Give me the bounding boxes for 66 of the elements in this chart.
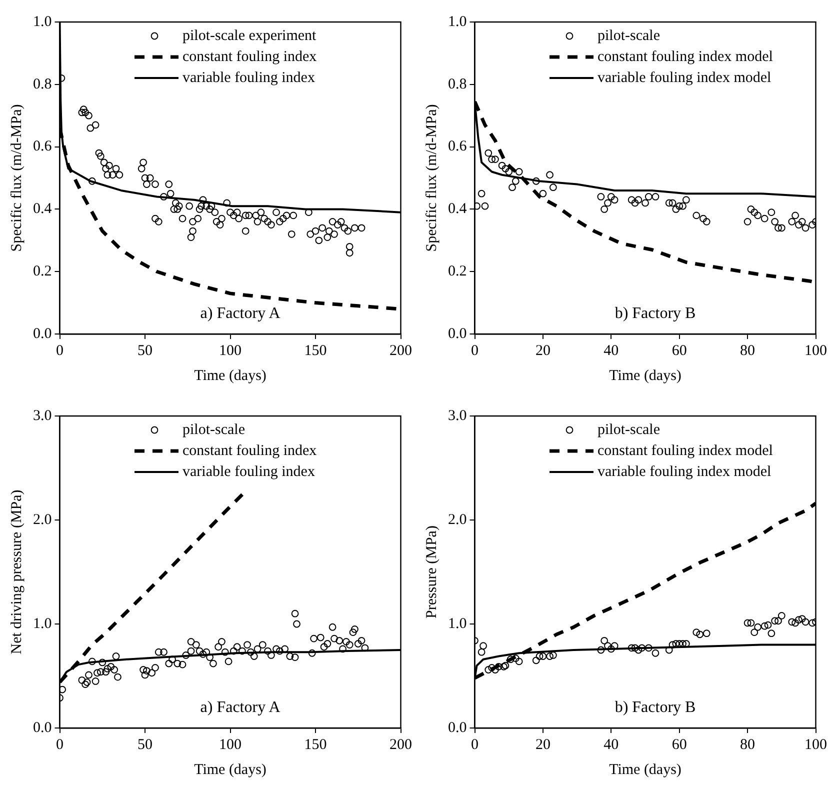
y-axis-title: Pressure (MPa)	[424, 526, 440, 618]
legend-label: variable fouling index model	[598, 70, 772, 86]
legend-label: constant fouling index model	[598, 48, 773, 65]
y-axis-title: Net driving pressure (MPa)	[8, 490, 25, 654]
y-tick-label: 0.2	[33, 264, 52, 280]
x-tick-label: 0	[56, 736, 64, 753]
x-tick-label: 20	[535, 736, 550, 753]
y-axis-title: Specific flux (m/d-MPa)	[424, 104, 440, 252]
x-tick-label: 50	[138, 342, 152, 359]
x-tick-label: 100	[804, 342, 827, 359]
legend-label: pilot-scale	[182, 422, 246, 438]
legend-label: constant fouling index	[182, 442, 318, 459]
y-tick-label: 0.2	[448, 264, 467, 280]
x-tick-label: 50	[138, 736, 152, 753]
x-axis-title: Time (days)	[194, 368, 266, 384]
legend-label: variable fouling index model	[598, 464, 772, 480]
y-tick-label: 0.0	[33, 326, 52, 342]
x-axis-title: Time (days)	[609, 368, 682, 384]
x-tick-label: 200	[390, 736, 412, 753]
y-tick-label: 0.8	[33, 76, 52, 92]
y-tick-label: 3.0	[448, 408, 467, 424]
x-axis-title: Time (days)	[609, 762, 682, 778]
y-tick-label: 0.6	[448, 138, 468, 155]
y-tick-label: 3.0	[33, 408, 52, 424]
annotation: b) Factory B	[614, 305, 696, 322]
y-tick-label: 0.0	[33, 720, 52, 736]
x-tick-label: 20	[535, 342, 550, 359]
y-tick-label: 0.4	[33, 201, 52, 218]
x-tick-label: 0	[56, 342, 64, 359]
legend-label: constant fouling index	[182, 48, 318, 65]
y-tick-label: 2.0	[448, 512, 467, 528]
legend-label: pilot-scale	[598, 28, 660, 44]
x-tick-label: 60	[672, 736, 687, 753]
annotation: a) Factory A	[200, 699, 281, 716]
x-tick-label: 150	[304, 736, 327, 753]
x-tick-label: 40	[604, 342, 619, 359]
y-tick-label: 0.0	[448, 326, 467, 342]
x-axis-title: Time (days)	[194, 762, 266, 778]
x-tick-label: 150	[304, 342, 327, 359]
x-tick-label: 60	[672, 342, 687, 359]
y-tick-label: 1.0	[33, 616, 52, 632]
annotation: a) Factory A	[200, 305, 281, 322]
y-tick-label: 2.0	[33, 512, 52, 528]
y-tick-label: 0.4	[448, 201, 468, 218]
legend-label: pilot-scale	[598, 422, 660, 438]
y-tick-label: 1.0	[448, 14, 467, 30]
x-tick-label: 0	[471, 736, 478, 753]
x-tick-label: 100	[219, 736, 242, 753]
y-tick-label: 0.8	[448, 76, 467, 92]
x-tick-label: 100	[219, 342, 242, 359]
x-tick-label: 40	[604, 736, 619, 753]
y-tick-label: 0.0	[448, 720, 467, 736]
legend-label: pilot-scale experiment	[182, 28, 318, 44]
y-tick-label: 0.6	[33, 138, 52, 155]
x-tick-label: 80	[740, 736, 756, 753]
legend-label: constant fouling index model	[598, 442, 773, 459]
annotation: b) Factory B	[614, 699, 696, 716]
x-tick-label: 0	[471, 342, 478, 359]
y-tick-label: 1.0	[448, 616, 467, 632]
x-tick-label: 200	[390, 342, 412, 359]
legend-label: variable fouling index	[182, 464, 316, 480]
x-tick-label: 100	[804, 736, 827, 753]
y-tick-label: 1.0	[33, 14, 52, 30]
legend-label: variable fouling index	[182, 70, 316, 86]
x-tick-label: 80	[740, 342, 756, 359]
y-axis-title: Specific flux (m/d-MPa)	[8, 104, 25, 252]
